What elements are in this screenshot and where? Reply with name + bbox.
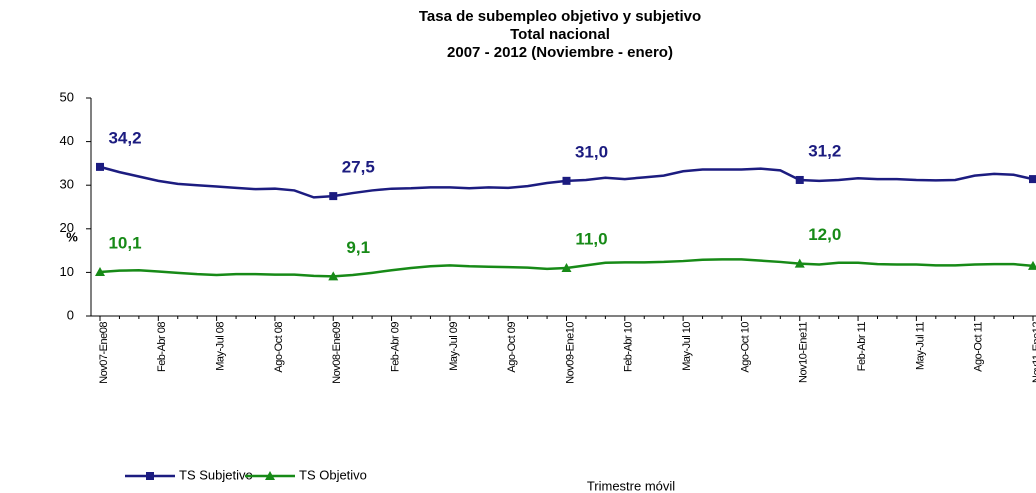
x-tick-label: May-Jul 08	[215, 322, 227, 371]
marker	[794, 258, 805, 268]
x-tick-label: Feb-Abr 10	[623, 322, 635, 372]
marker	[1029, 175, 1036, 184]
y-axis-title: %	[66, 229, 78, 244]
chart-subtitle: 2007 - 2012 (Noviembre - enero)	[447, 44, 673, 61]
y-tick-label: 20	[60, 220, 74, 235]
y-tick-label: 0	[67, 307, 74, 322]
x-tick-label: Nov10-Ene11	[798, 322, 810, 383]
x-tick-label: Ago-Oct 11	[973, 322, 985, 372]
marker	[562, 176, 571, 185]
x-tick-label: Ago-Oct 09	[506, 322, 518, 373]
marker	[95, 266, 105, 276]
x-tick-label: Nov08-Ene09	[331, 322, 343, 384]
y-tick-label: 40	[60, 133, 74, 148]
legend-label: TS Objetivo	[299, 467, 367, 482]
marker	[1028, 260, 1036, 270]
data-label: 9,1	[346, 238, 370, 257]
x-tick-label: May-Jul 11	[914, 322, 926, 370]
x-tick-label: Feb-Abr 08	[156, 322, 168, 372]
chart-title: Tasa de subempleo objetivo y subjetivo	[419, 8, 701, 25]
y-tick-label: 50	[60, 89, 74, 104]
x-tick-label: May-Jul 09	[448, 322, 460, 371]
data-label: 31,0	[575, 142, 608, 161]
data-label: 10,1	[108, 233, 141, 252]
x-tick-label: Feb-Abr 09	[389, 322, 401, 372]
data-label: 31,2	[808, 141, 841, 160]
marker	[795, 175, 804, 184]
y-tick-label: 10	[60, 264, 74, 279]
x-tick-label: May-Jul 10	[681, 322, 693, 371]
legend-label: TS Subjetivo	[179, 467, 253, 482]
x-tick-label: Ago-Oct 10	[739, 322, 751, 373]
x-tick-label: Nov07-Ene08	[98, 322, 110, 384]
data-label: 27,5	[342, 158, 375, 177]
x-axis-title: Trimestre móvil	[587, 478, 675, 493]
x-tick-label: Nov09-Ene10	[564, 322, 576, 384]
marker	[96, 162, 104, 171]
data-label: 11,0	[575, 230, 607, 249]
marker	[328, 271, 339, 281]
marker	[329, 192, 338, 201]
data-label: 34,2	[108, 128, 141, 147]
marker	[561, 263, 572, 273]
legend-marker	[146, 472, 154, 480]
y-tick-label: 30	[60, 177, 74, 192]
data-label: 12,0	[808, 225, 841, 244]
x-tick-label: Feb-Abr 11	[856, 322, 868, 372]
x-tick-label: Ago-Oct 08	[273, 322, 285, 373]
legend-marker	[265, 471, 275, 480]
chart-subtitle: Total nacional	[510, 26, 610, 43]
x-tick-label: Nov11-Ene12	[1031, 322, 1036, 383]
